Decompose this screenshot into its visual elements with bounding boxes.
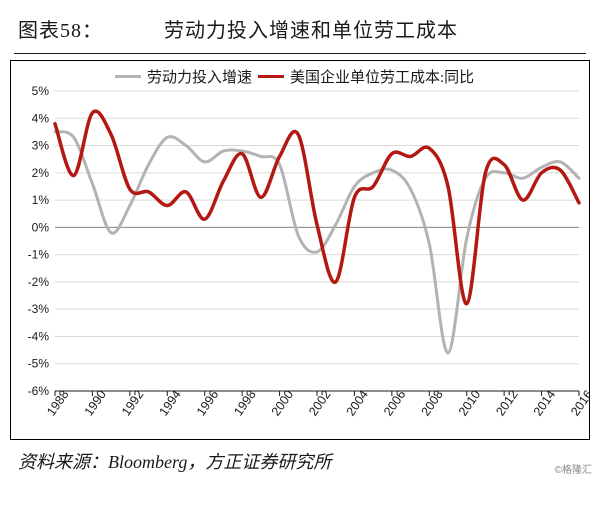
svg-text:2008: 2008	[418, 388, 445, 419]
svg-text:-1%: -1%	[28, 248, 50, 262]
svg-text:1990: 1990	[82, 388, 109, 419]
svg-text:1994: 1994	[156, 388, 183, 419]
svg-text:1998: 1998	[231, 388, 258, 419]
svg-text:2006: 2006	[381, 388, 408, 419]
svg-text:1992: 1992	[119, 388, 146, 419]
svg-text:2000: 2000	[269, 388, 296, 419]
svg-text:4%: 4%	[32, 111, 50, 125]
svg-text:2%: 2%	[32, 166, 50, 180]
figure-title: 劳动力投入增速和单位劳工成本	[164, 14, 458, 43]
svg-text:-3%: -3%	[28, 302, 50, 316]
title-rule	[14, 53, 586, 54]
chart-header: 图表58： 劳动力投入增速和单位劳工成本	[0, 0, 600, 53]
svg-text:3%: 3%	[32, 139, 50, 153]
svg-text:2014: 2014	[531, 388, 558, 419]
legend-label: 劳动力投入增速	[147, 66, 252, 87]
svg-text:2010: 2010	[456, 388, 483, 419]
legend-label: 美国企业单位劳工成本:同比	[290, 66, 474, 87]
svg-text:-4%: -4%	[28, 329, 50, 343]
chart-area: -6%-5%-4%-3%-2%-1%0%1%2%3%4%5%1988199019…	[10, 60, 590, 440]
svg-text:-5%: -5%	[28, 357, 50, 371]
svg-text:2002: 2002	[306, 388, 333, 419]
legend-swatch	[258, 75, 284, 79]
svg-text:2012: 2012	[493, 388, 520, 419]
chart-legend: 劳动力投入增速 美国企业单位劳工成本:同比	[111, 64, 484, 89]
line-chart: -6%-5%-4%-3%-2%-1%0%1%2%3%4%5%1988199019…	[11, 61, 589, 439]
svg-text:1%: 1%	[32, 193, 50, 207]
svg-text:-6%: -6%	[28, 384, 50, 398]
svg-text:-2%: -2%	[28, 275, 50, 289]
legend-item: 劳动力投入增速	[115, 66, 252, 87]
figure-number: 图表58：	[18, 14, 103, 43]
svg-text:0%: 0%	[32, 220, 50, 234]
watermark: ©格隆汇	[555, 461, 592, 476]
source-attribution: 资料来源：Bloomberg，方正证券研究所	[0, 440, 600, 474]
svg-text:1996: 1996	[194, 388, 221, 419]
legend-item: 美国企业单位劳工成本:同比	[258, 66, 474, 87]
svg-text:5%: 5%	[32, 84, 50, 98]
svg-text:2004: 2004	[344, 388, 371, 419]
legend-swatch	[115, 75, 141, 78]
